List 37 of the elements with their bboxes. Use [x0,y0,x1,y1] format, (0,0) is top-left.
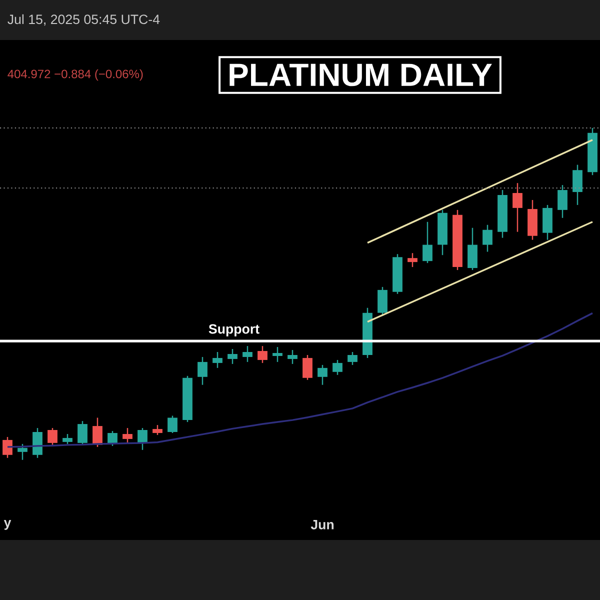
candlestick [242,345,252,363]
candlestick [408,252,418,268]
candlestick [512,182,522,232]
candlestick [122,427,132,444]
candlestick [558,184,568,219]
candlestick [48,427,58,446]
candlestick [212,351,222,369]
text: Jul 15, 2025 05:45 UTC-4 [8,14,160,26]
candlestick [272,346,282,363]
x-tick-label: y [4,520,12,530]
candlestick [2,436,12,458]
candlestick [348,351,358,366]
candlestick [572,164,582,206]
candlestick [332,359,342,376]
candlestick [288,349,298,365]
candlestick [138,427,148,451]
candlestick [32,427,42,458]
ref-line-label: Support [208,324,260,336]
candlestick [422,221,432,264]
candlestick [168,415,178,434]
candlestick [152,424,162,436]
candlestick [378,286,388,316]
candlestick [468,227,478,271]
candlestick [258,345,268,364]
candlestick [302,354,312,380]
candlestick [78,420,88,446]
candlestick [18,443,28,460]
candlestick [62,433,72,445]
candlestick [198,356,208,386]
candlestick [108,430,118,447]
text: 404.972 −0.884 (−0.06%) [8,69,143,81]
candlestick [318,364,328,386]
candlestick [228,348,238,365]
chart-title: PLATINUM DAILY [230,64,492,86]
candlestick [482,224,492,252]
x-tick-label: Jun [310,520,334,530]
candlestick [92,417,102,448]
